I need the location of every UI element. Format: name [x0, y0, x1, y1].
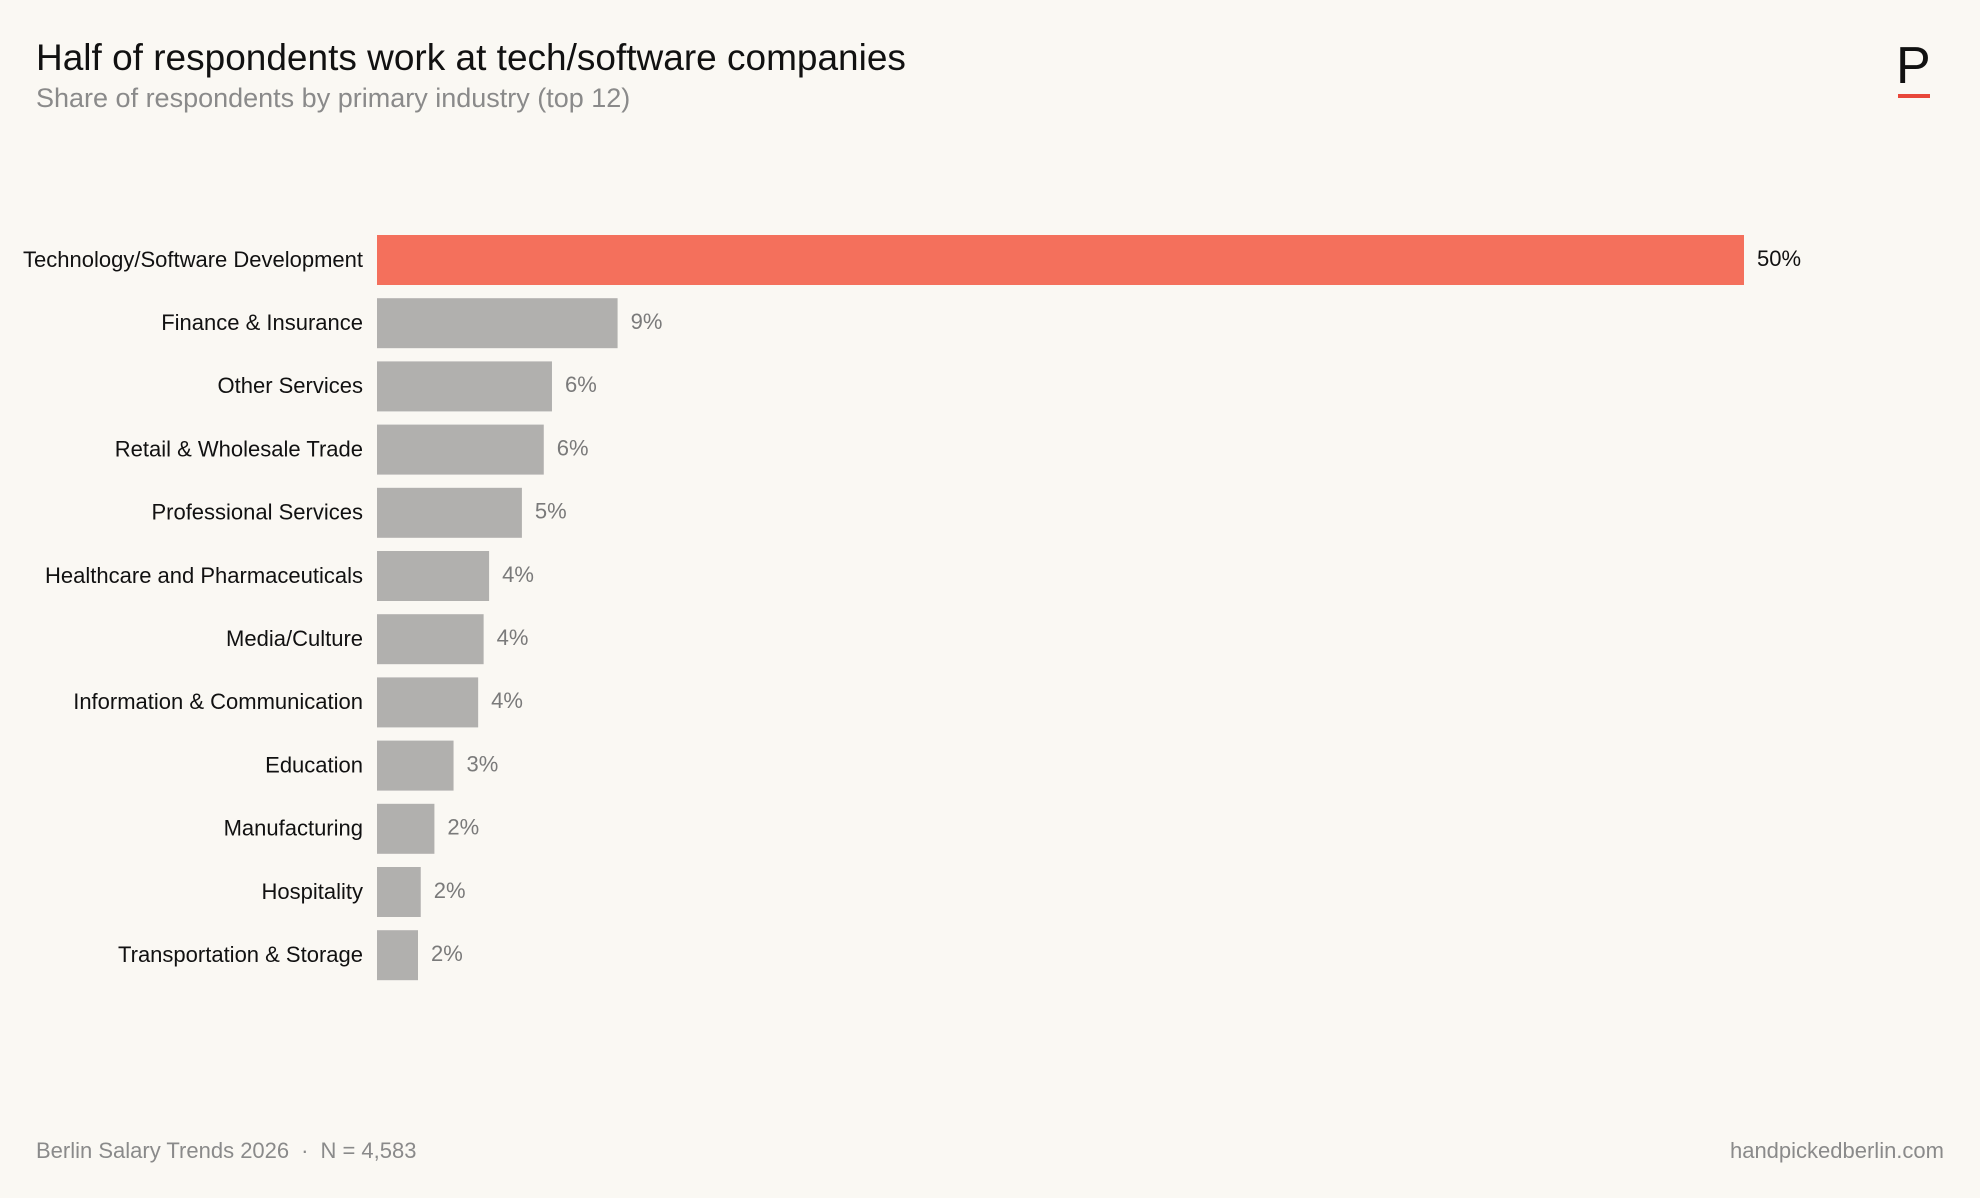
bar — [377, 930, 419, 981]
value-label: 9% — [631, 309, 663, 334]
bar — [377, 740, 454, 791]
chart-subtitle: Share of respondents by primary industry… — [36, 83, 631, 113]
category-label: Hospitality — [262, 879, 363, 904]
category-label: Media/Culture — [226, 626, 363, 651]
bar — [377, 424, 544, 475]
value-label: 3% — [467, 751, 499, 776]
bar-highlight — [377, 235, 1744, 285]
category-label: Transportation & Storage — [118, 942, 363, 967]
value-label: 5% — [535, 499, 567, 524]
category-label: Other Services — [218, 373, 364, 398]
source-site: handpickedberlin.com — [1729, 1138, 1944, 1163]
category-label: Professional Services — [151, 500, 363, 525]
logo-letter: P — [1896, 37, 1931, 95]
bar — [377, 298, 618, 349]
chart-header: Half of respondents work at tech/softwar… — [36, 34, 1736, 114]
bar — [377, 803, 435, 854]
value-label: 4% — [502, 562, 534, 587]
bar — [377, 614, 484, 665]
value-label: 2% — [447, 815, 479, 840]
source-label: Berlin Salary Trends 2026 — [36, 1138, 290, 1163]
bar — [377, 487, 522, 538]
category-label: Information & Communication — [73, 689, 363, 714]
value-label: 50% — [1757, 246, 1801, 271]
category-label: Manufacturing — [224, 816, 363, 841]
category-label: Healthcare and Pharmaceuticals — [45, 563, 363, 588]
category-label: Finance & Insurance — [161, 310, 363, 335]
bar — [377, 867, 421, 917]
bar — [377, 551, 490, 601]
value-label: 6% — [565, 372, 597, 397]
value-label: 2% — [431, 941, 463, 966]
category-label: Technology/Software Development — [23, 247, 363, 272]
bar — [377, 677, 479, 728]
category-label: Education — [265, 752, 363, 777]
chart-title: Half of respondents work at tech/softwar… — [36, 37, 906, 78]
sample-size: N = 4,583 — [320, 1138, 417, 1163]
footer-separator: · — [301, 1138, 309, 1163]
value-label: 4% — [491, 688, 523, 713]
value-label: 6% — [557, 435, 589, 460]
bar — [377, 361, 552, 412]
value-label: 4% — [497, 625, 529, 650]
chart-footer-source: Berlin Salary Trends 2026 · N = 4,583 — [36, 1138, 416, 1164]
brand-logo: P — [1896, 40, 1934, 102]
logo-underline-icon — [1898, 94, 1930, 98]
value-label: 2% — [434, 878, 466, 903]
category-label: Retail & Wholesale Trade — [115, 436, 363, 461]
